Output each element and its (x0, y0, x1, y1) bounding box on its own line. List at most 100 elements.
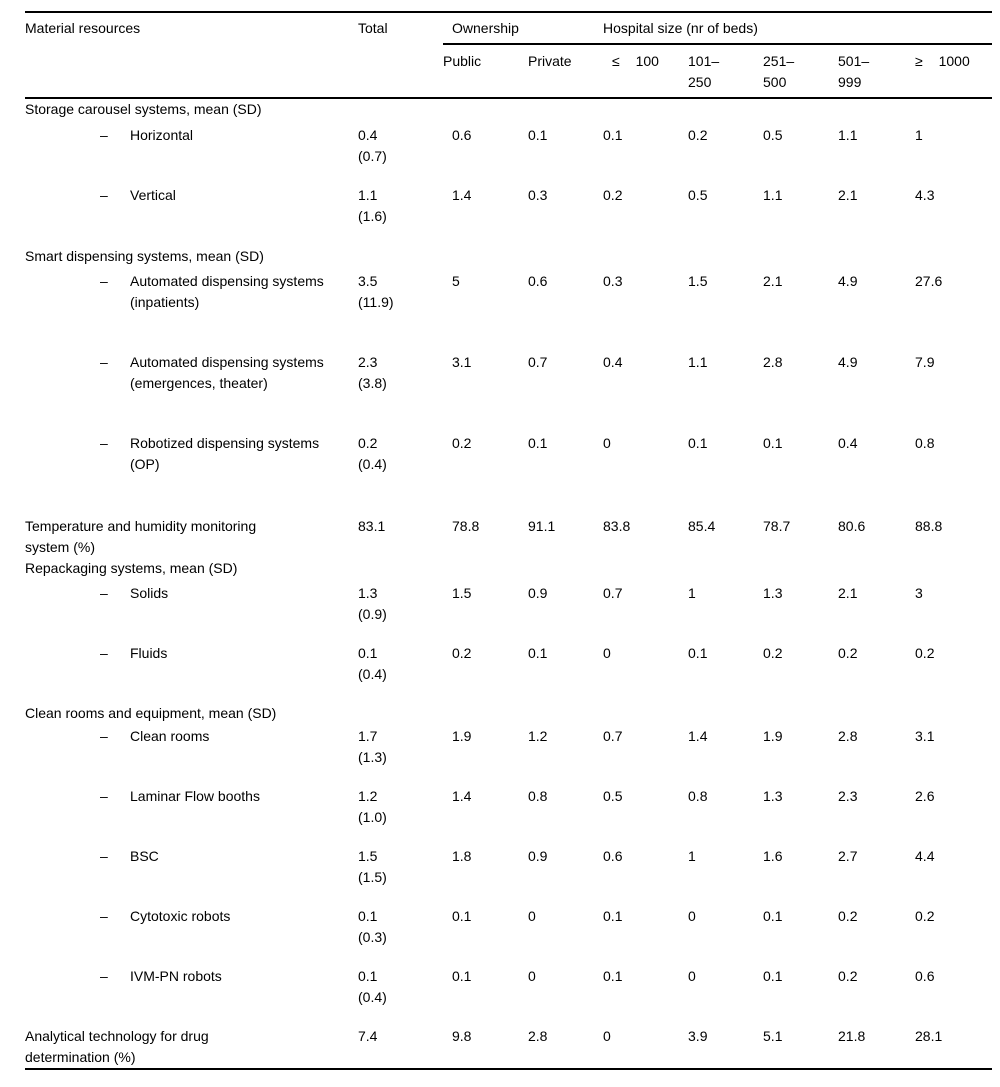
value-cell: 0 (528, 908, 536, 924)
col-header-public: Public (443, 44, 528, 99)
section-row: Smart dispensing systems, mean (SD) (25, 246, 992, 271)
row-label: BSC (130, 848, 159, 864)
data-row: – Laminar Flow booths 1.2 (1.0) 1.4 0.8 0.5 0.… (25, 786, 992, 846)
row-label: Automated dispensing systems (inpatients… (130, 273, 324, 310)
data-row: Analytical technology for drug determina… (25, 1026, 992, 1069)
value-cell: 0.8 (528, 788, 548, 804)
row-label-cell: – IVM-PN robots (25, 966, 358, 1026)
data-row: – Solids 1.3 (0.9) 1.5 0.9 0.7 1 1.3 2.1 3 (25, 583, 992, 643)
value-cell: 2.3 (838, 788, 858, 804)
row-label-cell: – BSC (25, 846, 358, 906)
row-label-cell: – Automated dispensing systems (inpatient… (25, 271, 358, 352)
row-label: IVM-PN robots (130, 968, 222, 984)
section-label: Storage carousel systems, mean (SD) (25, 101, 262, 117)
value-cell: 85.4 (688, 518, 716, 534)
value-cell: 0.6 (452, 127, 472, 143)
list-dash-icon: – (100, 127, 108, 143)
value-cell: 83.8 (603, 518, 631, 534)
value-cell: 0.1 (603, 127, 623, 143)
total-value-cell: 2.3 (3.8) (358, 354, 387, 391)
value-cell: 1.6 (763, 848, 783, 864)
total-value-cell: 0.2 (0.4) (358, 435, 387, 472)
value-cell: 1.9 (763, 728, 783, 744)
value-cell: 1.1 (763, 187, 783, 203)
value-cell: 80.6 (838, 518, 866, 534)
list-dash-icon: – (100, 585, 108, 601)
row-label: Clean rooms (130, 728, 210, 744)
value-cell: 1.8 (452, 848, 472, 864)
value-cell: 0.2 (452, 645, 472, 661)
row-label-cell: – Robotized dispensing systems (OP) (25, 433, 358, 516)
total-value-cell: 0.4 (0.7) (358, 127, 387, 164)
table-header: Material resources Total Ownership Hospi… (25, 12, 993, 99)
value-cell: 0.5 (603, 788, 623, 804)
total-value-cell: 1.1 (1.6) (358, 187, 387, 224)
total-value-cell: 0.1 (0.3) (358, 908, 387, 945)
list-dash-icon: – (100, 788, 108, 804)
value-cell: 4.9 (838, 354, 858, 370)
value-cell: 0.2 (838, 968, 858, 984)
value-cell: 2.8 (763, 354, 783, 370)
value-cell: 0.2 (763, 645, 783, 661)
value-cell: 0.7 (528, 354, 548, 370)
list-dash-icon: – (100, 187, 108, 203)
value-cell: 4.3 (915, 187, 935, 203)
value-cell: 1 (688, 585, 696, 601)
value-cell: 0.6 (528, 273, 548, 289)
value-cell: 0.6 (915, 968, 935, 984)
value-cell: 1.4 (452, 187, 472, 203)
row-label-cell: – Clean rooms (25, 726, 358, 786)
section-label: Clean rooms and equipment, mean (SD) (25, 705, 277, 721)
data-row: – Robotized dispensing systems (OP) 0.2 (0… (25, 433, 992, 516)
value-cell: 2.6 (915, 788, 935, 804)
list-dash-icon: – (100, 728, 108, 744)
value-cell: 91.1 (528, 518, 556, 534)
section-label: Smart dispensing systems, mean (SD) (25, 248, 264, 264)
col-header-beds-le-100: ≤ 100 (603, 44, 689, 99)
row-label: Horizontal (130, 127, 194, 143)
header-row-groups: Material resources Total Ownership Hospi… (25, 12, 993, 99)
value-cell: 2.8 (528, 1028, 548, 1044)
list-dash-icon: – (100, 968, 108, 984)
value-cell: 7.9 (915, 354, 935, 370)
value-cell: 1 (688, 848, 696, 864)
value-cell: 0.1 (452, 908, 472, 924)
value-cell: 0.2 (838, 908, 858, 924)
total-value-cell: 83.1 (358, 518, 386, 534)
value-cell: 1.9 (452, 728, 472, 744)
value-cell: 0.7 (603, 728, 623, 744)
value-cell: 0.3 (528, 187, 548, 203)
value-cell: 1.2 (528, 728, 548, 744)
value-cell: 3.1 (915, 728, 935, 744)
list-dash-icon: – (100, 908, 108, 924)
row-label-cell: – Laminar Flow booths (25, 786, 358, 846)
value-cell: 0.7 (603, 585, 623, 601)
row-label: Fluids (130, 645, 168, 661)
value-cell: 1.5 (452, 585, 472, 601)
list-dash-icon: – (100, 645, 108, 661)
value-cell: 0.8 (688, 788, 708, 804)
row-label: Laminar Flow booths (130, 788, 260, 804)
value-cell: 1.3 (763, 788, 783, 804)
row-label-cell: – Automated dispensing systems (emergence… (25, 352, 358, 433)
row-label: Automated dispensing systems (emergences… (130, 354, 324, 391)
value-cell: 5.1 (763, 1028, 783, 1044)
value-cell: 0.1 (528, 127, 548, 143)
value-cell: 3.9 (688, 1028, 708, 1044)
table-body: Storage carousel systems, mean (SD) – Hori… (25, 98, 992, 1069)
value-cell: 27.6 (915, 273, 943, 289)
value-cell: 0.2 (603, 187, 623, 203)
col-header-total: Total (358, 12, 443, 99)
data-row: – Clean rooms 1.7 (1.3) 1.9 1.2 0.7 1.4 1.9 2.8 3… (25, 726, 992, 786)
col-header-private: Private (528, 44, 604, 99)
value-cell: 1.5 (688, 273, 708, 289)
total-value-cell: 0.1 (0.4) (358, 645, 387, 682)
total-value-cell: 7.4 (358, 1028, 378, 1044)
value-cell: 0.2 (915, 645, 935, 661)
header-row-subcolumns: Public Private ≤ 100 101– 250 251– 500 5… (25, 44, 993, 99)
total-value-cell: 1.7 (1.3) (358, 728, 387, 765)
value-cell: 4.4 (915, 848, 935, 864)
row-label-cell: – Fluids (25, 643, 358, 703)
value-cell: 0.1 (603, 968, 623, 984)
row-label: Cytotoxic robots (130, 908, 231, 924)
